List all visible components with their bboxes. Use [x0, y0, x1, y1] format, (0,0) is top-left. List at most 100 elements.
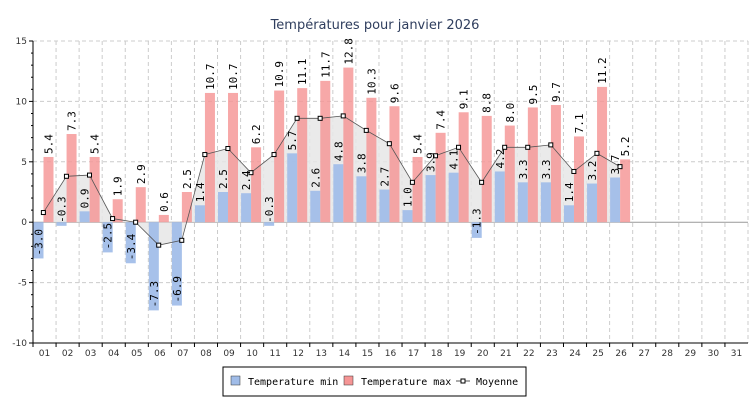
x-tick-label: 12: [293, 349, 304, 359]
x-tick-label: 21: [500, 349, 511, 359]
bar-min: [333, 164, 344, 223]
label-min: -3.4: [125, 233, 138, 260]
legend: Temperature min Temperature max Moyenne: [222, 366, 527, 397]
bar-max: [158, 214, 169, 223]
bar-max: [343, 67, 354, 223]
y-tick-label: 10: [16, 97, 28, 107]
x-tick-label: 22: [523, 349, 534, 359]
bar-min: [264, 222, 275, 226]
bar-min: [241, 193, 252, 223]
x-tick-label: 06: [154, 349, 166, 359]
x-tick-label: 19: [454, 349, 466, 359]
y-tick-label: 15: [16, 37, 27, 47]
label-min: 2.7: [378, 167, 391, 187]
legend-swatch-max: [343, 375, 354, 386]
average-line: [40, 113, 623, 248]
bar-max: [112, 199, 123, 223]
label-min: -6.9: [171, 276, 184, 303]
bar-max: [504, 125, 515, 223]
bar-max: [251, 147, 262, 223]
average-marker: [456, 144, 462, 150]
average-marker: [363, 127, 369, 133]
label-min: 2.6: [309, 168, 322, 188]
bar-min: [448, 172, 459, 223]
bar-max: [204, 92, 215, 223]
bar-max: [620, 159, 631, 223]
label-min: 3.2: [586, 161, 599, 181]
x-tick-label: 29: [685, 349, 697, 359]
average-marker: [110, 216, 116, 222]
x-tick-label: 15: [362, 349, 373, 359]
bar-min: [310, 190, 321, 223]
bar-max: [297, 88, 308, 223]
average-marker: [248, 170, 254, 176]
label-max: 10.7: [227, 63, 240, 90]
bar-min: [102, 222, 113, 253]
x-tick-label: 09: [223, 349, 235, 359]
bar-min: [356, 176, 367, 223]
average-marker: [40, 210, 46, 216]
label-max: 9.6: [388, 83, 401, 103]
label-max: 11.7: [319, 51, 332, 78]
label-max: 8.8: [481, 93, 494, 113]
average-marker: [133, 219, 139, 225]
x-tick-label: 26: [615, 349, 627, 359]
average-marker: [202, 152, 208, 158]
legend-marker-avg: [460, 378, 466, 384]
bar-max: [412, 156, 423, 223]
x-tick-label: 04: [108, 349, 120, 359]
label-max: 0.6: [158, 192, 171, 212]
average-area-fill: [43, 115, 620, 246]
label-min: 0.9: [79, 188, 92, 208]
label-min: -1.3: [471, 208, 484, 235]
bar-min: [194, 205, 205, 223]
average-marker: [502, 144, 508, 150]
bar-min: [379, 189, 390, 223]
label-min: -7.3: [148, 281, 161, 308]
y-tick-label: -5: [18, 279, 27, 289]
label-max: 9.7: [550, 82, 563, 102]
label-max: 5.4: [43, 134, 56, 154]
x-tick-label: 03: [85, 349, 96, 359]
average-area: [43, 115, 620, 246]
label-max: 6.2: [250, 124, 263, 144]
x-tick-label: 18: [431, 349, 443, 359]
average-marker: [63, 173, 69, 179]
label-min: -0.3: [56, 196, 69, 223]
label-min: 3.8: [355, 153, 368, 173]
label-max: 2.9: [135, 164, 148, 184]
label-min: 4.2: [494, 149, 507, 169]
label-min: -0.3: [263, 196, 276, 223]
average-marker: [156, 242, 162, 248]
x-tick-label: 17: [408, 349, 419, 359]
label-max: 2.5: [181, 169, 194, 189]
average-marker: [594, 150, 600, 156]
bar-max: [573, 136, 584, 223]
label-min: -3.0: [33, 229, 46, 256]
label-max: 5.2: [619, 137, 632, 157]
label-max: 10.7: [204, 63, 217, 90]
label-min: 3.7: [609, 155, 622, 175]
label-max: 5.4: [89, 134, 102, 154]
bar-min: [540, 182, 551, 223]
bar-max: [320, 80, 331, 223]
label-min: 3.3: [517, 159, 530, 179]
x-tick-label: 08: [200, 349, 212, 359]
x-tick-label: 05: [131, 349, 142, 359]
x-tick-label: 28: [662, 349, 674, 359]
bar-min: [494, 171, 505, 223]
average-marker: [571, 168, 577, 174]
average-marker: [87, 172, 93, 178]
bar-min: [517, 182, 528, 223]
label-max: 12.8: [342, 38, 355, 65]
x-tick-label: 11: [269, 349, 280, 359]
bar-min: [148, 222, 159, 311]
label-max: 11.1: [296, 59, 309, 86]
bar-max: [181, 192, 192, 223]
average-marker: [271, 152, 277, 158]
label-max: 7.3: [66, 111, 79, 131]
bar-min: [563, 205, 574, 223]
label-max: 9.1: [458, 89, 471, 109]
